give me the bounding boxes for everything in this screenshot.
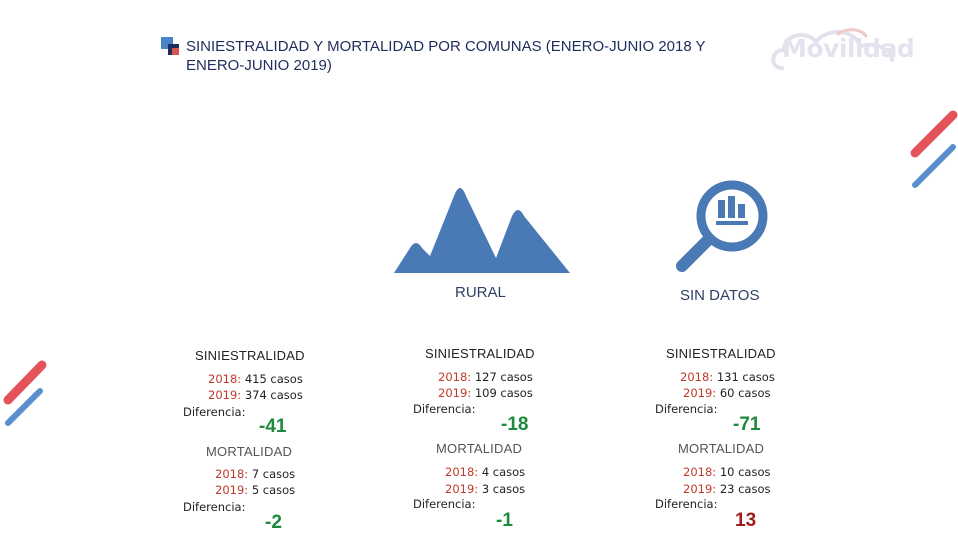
siniestralidad-heading: SINIESTRALIDAD — [666, 346, 776, 361]
year-2018-label: 2018: — [680, 370, 714, 384]
siniestralidad-diff-value: -71 — [733, 414, 761, 435]
mortalidad-2018-line: 2018: 10 casos — [683, 465, 771, 479]
value-2019: 3 casos — [481, 482, 526, 496]
movilidad-logo: Movilidad — [768, 20, 928, 76]
value-2018: 127 casos — [474, 370, 533, 384]
diferencia-label: Diferencia: — [183, 405, 246, 419]
value-2019: 23 casos — [719, 482, 771, 496]
value-2019: 60 casos — [719, 386, 771, 400]
year-2018-label: 2018: — [683, 465, 717, 479]
siniestralidad-2018-line: 2018: 415 casos — [208, 372, 303, 386]
mortalidad-diff-value: -1 — [496, 510, 513, 531]
siniestralidad-2019-line: 2019: 374 casos — [208, 388, 303, 402]
logo-text: Movilidad — [782, 34, 915, 63]
mortalidad-2019-line: 2019: 3 casos — [445, 482, 525, 496]
value-2018: 131 casos — [716, 370, 775, 384]
year-2019-label: 2019: — [208, 388, 242, 402]
left-decorative-stripes — [3, 360, 47, 426]
value-2018: 4 casos — [481, 465, 526, 479]
page-title: SINIESTRALIDAD Y MORTALIDAD POR COMUNAS … — [186, 38, 706, 74]
year-2019-label: 2019: — [683, 386, 717, 400]
title-bullet-square-red — [172, 48, 179, 55]
value-2018: 10 casos — [719, 465, 771, 479]
mountain-icon — [394, 188, 570, 273]
siniestralidad-heading: SINIESTRALIDAD — [425, 346, 535, 361]
siniestralidad-2019-line: 2019: 109 casos — [438, 386, 533, 400]
category-label-rural: RURAL — [455, 284, 506, 301]
mortalidad-2018-line: 2018: 4 casos — [445, 465, 525, 479]
siniestralidad-2018-line: 2018: 127 casos — [438, 370, 533, 384]
value-2019: 109 casos — [474, 386, 533, 400]
cloud-logo-icon — [771, 28, 894, 70]
diferencia-label: Diferencia: — [655, 497, 718, 511]
siniestralidad-diff-value: -18 — [501, 414, 529, 435]
siniestralidad-diff-value: -41 — [259, 416, 287, 437]
year-2018-label: 2018: — [438, 370, 472, 384]
year-2019-label: 2019: — [445, 482, 479, 496]
mortalidad-diff-value: 13 — [735, 510, 757, 531]
right-decorative-stripes — [910, 110, 958, 188]
diferencia-label: Diferencia: — [183, 500, 246, 514]
year-2018-label: 2018: — [445, 465, 479, 479]
diferencia-label: Diferencia: — [655, 402, 718, 416]
value-2018: 415 casos — [244, 372, 303, 386]
value-2019: 374 casos — [244, 388, 303, 402]
diferencia-label: Diferencia: — [413, 402, 476, 416]
mortalidad-heading: MORTALIDAD — [436, 441, 523, 456]
year-2019-label: 2019: — [438, 386, 472, 400]
mortalidad-2018-line: 2018: 7 casos — [215, 467, 295, 481]
value-2019: 5 casos — [251, 483, 296, 497]
value-2018: 7 casos — [251, 467, 296, 481]
diferencia-label: Diferencia: — [413, 497, 476, 511]
category-label-sin-datos: SIN DATOS — [680, 287, 760, 304]
mortalidad-2019-line: 2019: 23 casos — [683, 482, 771, 496]
siniestralidad-2019-line: 2019: 60 casos — [683, 386, 771, 400]
siniestralidad-2018-line: 2018: 131 casos — [680, 370, 775, 384]
siniestralidad-heading: SINIESTRALIDAD — [195, 348, 305, 363]
year-2018-label: 2018: — [215, 467, 249, 481]
year-2018-label: 2018: — [208, 372, 242, 386]
year-2019-label: 2019: — [683, 482, 717, 496]
mortalidad-heading: MORTALIDAD — [206, 444, 293, 459]
mortalidad-diff-value: -2 — [265, 512, 282, 533]
mortalidad-heading: MORTALIDAD — [678, 441, 765, 456]
year-2019-label: 2019: — [215, 483, 249, 497]
magnifier-chart-icon — [676, 180, 768, 272]
mortalidad-2019-line: 2019: 5 casos — [215, 483, 295, 497]
